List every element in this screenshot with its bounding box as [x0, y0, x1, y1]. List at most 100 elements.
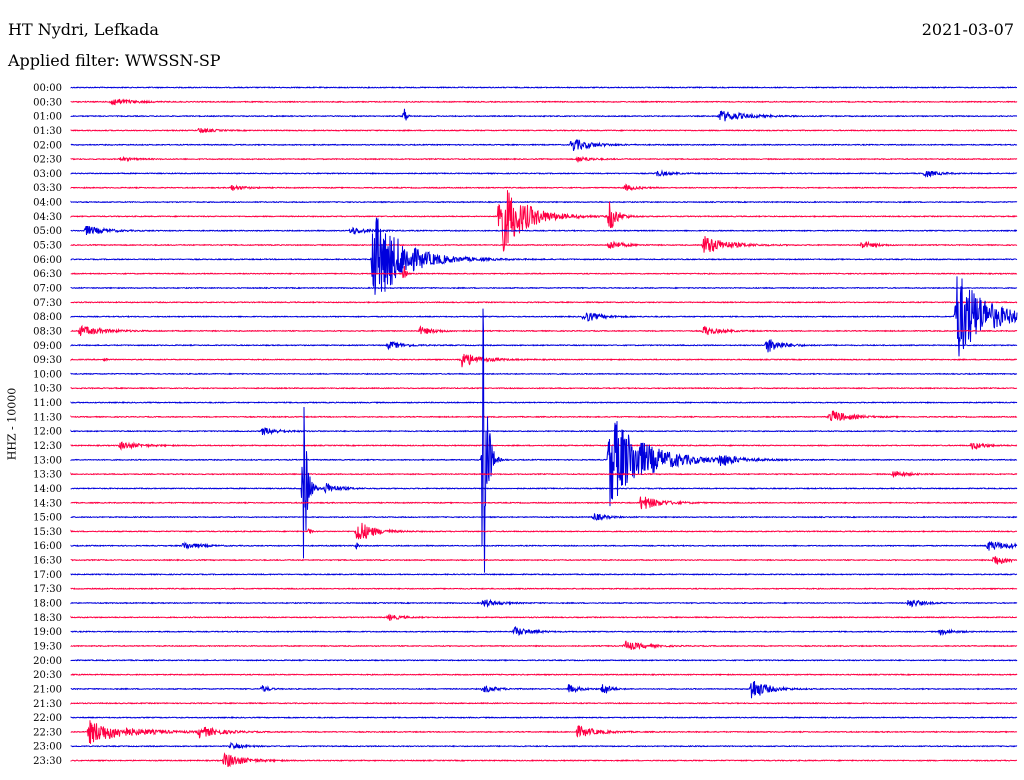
trace-line — [70, 513, 1018, 521]
row-time-label: 06:00 — [33, 255, 62, 266]
trace-line — [70, 541, 1018, 551]
row-time-label: 13:30 — [33, 470, 62, 481]
row-time-label: 09:00 — [33, 341, 62, 352]
trace-line — [70, 190, 1018, 252]
trace-line — [70, 640, 1018, 650]
trace-line — [70, 200, 1018, 204]
trace-line — [70, 386, 1018, 390]
trace-line — [70, 265, 1018, 279]
trace-line — [70, 98, 1018, 106]
row-time-label: 12:30 — [33, 441, 62, 452]
trace-line — [70, 236, 1018, 253]
row-time-label: 22:30 — [33, 727, 62, 738]
row-time-label: 05:00 — [33, 226, 62, 237]
row-time-label: 12:00 — [33, 427, 62, 438]
row-time-label: 14:30 — [33, 498, 62, 509]
row-time-label: 07:00 — [33, 283, 62, 294]
row-time-label: 21:30 — [33, 699, 62, 710]
trace-line — [70, 217, 1018, 295]
trace-line — [70, 324, 1018, 336]
trace-line — [70, 572, 1018, 576]
row-time-label: 10:30 — [33, 384, 62, 395]
row-time-label: 23:30 — [33, 756, 62, 767]
trace-line — [70, 286, 1018, 290]
row-time-label: 17:30 — [33, 584, 62, 595]
trace-line — [70, 139, 1018, 151]
row-time-label: 16:00 — [33, 541, 62, 552]
row-time-label: 04:00 — [33, 198, 62, 209]
row-time-label: 13:00 — [33, 455, 62, 466]
row-time-label: 08:30 — [33, 326, 62, 337]
trace-line — [70, 522, 1018, 540]
row-time-label: 02:30 — [33, 155, 62, 166]
trace-line — [70, 339, 1018, 353]
row-time-label: 03:00 — [33, 169, 62, 180]
row-time-label: 11:30 — [33, 412, 62, 423]
row-time-label: 02:00 — [33, 140, 62, 151]
row-time-label: 18:00 — [33, 599, 62, 610]
row-time-label: 04:30 — [33, 212, 62, 223]
row-time-label: 06:30 — [33, 269, 62, 280]
trace-line — [70, 127, 1018, 134]
filter-label: Applied filter: WWSSN-SP — [8, 51, 221, 70]
row-time-label: 23:00 — [33, 742, 62, 753]
row-time-label: 11:00 — [33, 398, 62, 409]
row-time-label: 00:30 — [33, 97, 62, 108]
date-label: 2021-03-07 — [921, 20, 1014, 39]
trace-line — [70, 598, 1018, 608]
trace-line — [70, 681, 1018, 699]
trace-line — [70, 410, 1018, 422]
trace-line — [70, 587, 1018, 591]
trace-line — [70, 673, 1018, 676]
trace-line — [70, 86, 1018, 89]
trace-line — [70, 155, 1018, 163]
trace-line — [70, 427, 1018, 436]
trace-line — [70, 741, 1018, 750]
row-time-label: 09:30 — [33, 355, 62, 366]
row-time-label: 05:30 — [33, 241, 62, 252]
row-time-label: 22:00 — [33, 713, 62, 724]
trace-line — [70, 613, 1018, 621]
trace-line — [70, 183, 1018, 192]
station-title: HT Nydri, Lefkada — [8, 20, 159, 39]
trace-line — [70, 752, 1018, 768]
row-time-label: 18:30 — [33, 613, 62, 624]
row-time-label: 15:00 — [33, 513, 62, 524]
trace-line — [70, 441, 1018, 451]
row-time-label: 00:00 — [33, 83, 62, 94]
row-time-label: 20:30 — [33, 670, 62, 681]
trace-line — [70, 308, 1018, 573]
trace-line — [70, 556, 1018, 565]
trace-line — [70, 276, 1018, 357]
trace-line — [70, 169, 1018, 178]
trace-line — [70, 496, 1018, 510]
trace-line — [70, 401, 1018, 405]
row-time-label: 17:00 — [33, 570, 62, 581]
trace-line — [70, 720, 1018, 744]
row-time-label: 01:00 — [33, 112, 62, 123]
row-time-label: 15:30 — [33, 527, 62, 538]
trace-line — [70, 701, 1018, 705]
row-time-label: 10:00 — [33, 369, 62, 380]
row-time-label: 20:00 — [33, 656, 62, 667]
trace-line — [70, 108, 1018, 122]
row-time-label: 08:00 — [33, 312, 62, 323]
row-time-label: 01:30 — [33, 126, 62, 137]
row-time-label: 21:00 — [33, 684, 62, 695]
row-time-label: 07:30 — [33, 298, 62, 309]
row-time-label: 19:30 — [33, 641, 62, 652]
trace-line — [70, 626, 1018, 637]
row-time-label: 14:00 — [33, 484, 62, 495]
trace-line — [70, 225, 1018, 236]
trace-line — [70, 300, 1018, 304]
trace-line — [70, 372, 1018, 376]
trace-line — [70, 406, 1018, 559]
row-time-label: 03:30 — [33, 183, 62, 194]
row-time-label: 16:30 — [33, 556, 62, 567]
trace-line — [70, 470, 1018, 478]
trace-line — [70, 353, 1018, 368]
trace-line — [70, 716, 1018, 720]
row-time-label: 19:00 — [33, 627, 62, 638]
trace-line — [70, 658, 1018, 662]
